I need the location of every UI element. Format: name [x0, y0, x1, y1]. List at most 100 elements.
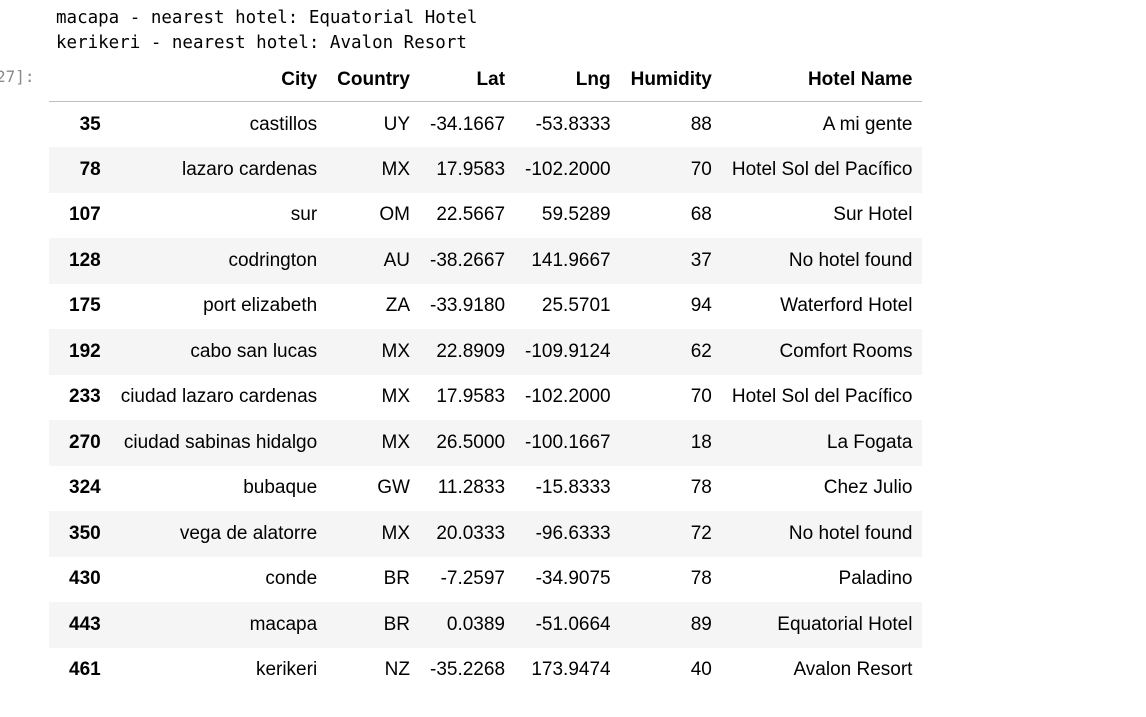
cell-hotel-name: No hotel found [788, 249, 913, 271]
row-index: 107 [69, 204, 101, 226]
cell-country: OM [379, 204, 410, 226]
cell-lat: 17.9583 [436, 158, 506, 180]
table-row: 350 vega de alatorre MX 20.0333 -96.6333 72 No… [49, 511, 923, 557]
row-index: 270 [69, 431, 101, 453]
cell-lng: -15.8333 [535, 477, 611, 499]
table-row: 233 ciudad lazaro cardenas MX 17.9583 -102.2… [49, 375, 922, 421]
cell-lat: -33.9180 [430, 295, 506, 317]
cell-city: sur [290, 204, 318, 226]
cell-humidity: 68 [690, 204, 712, 226]
cell-humidity: 37 [690, 249, 712, 271]
stdout-line: kerikeri - nearest hotel: Avalon Resort [56, 33, 467, 53]
cell-hotel-name: Waterford Hotel [780, 295, 913, 317]
cell-city: port elizabeth [203, 295, 318, 317]
row-index: 461 [69, 659, 101, 681]
cell-city: kerikeri [255, 659, 318, 681]
cell-country: ZA [385, 295, 410, 317]
cell-humidity: 89 [690, 613, 712, 635]
cell-lat: -35.2268 [430, 659, 506, 681]
cell-hotel-name: No hotel found [788, 522, 913, 544]
cell-lng: -34.9075 [535, 568, 611, 590]
table-row: 324 bubaque GW 11.2833 -15.8333 78 Chez Julio [49, 466, 922, 512]
cell-country: MX [381, 522, 411, 544]
cell-city: lazaro cardenas [181, 158, 318, 180]
cell-humidity: 62 [690, 340, 712, 362]
cell-city: conde [265, 568, 318, 590]
table-row: 128 codrington AU -38.2667 141.9667 37 No hote… [49, 238, 923, 284]
row-index: 78 [79, 158, 101, 180]
cell-city: codrington [228, 249, 318, 271]
column-header-humidity: Humidity [620, 58, 722, 102]
table-row: 78 lazaro cardenas MX 17.9583 -102.2000 70 Hot… [49, 147, 923, 193]
table-row: 192 cabo san lucas MX 22.8909 -109.9124 62 Com… [49, 329, 923, 375]
column-header-lng: Lng [515, 58, 621, 102]
cell-lat: -34.1667 [430, 113, 506, 135]
column-header-lat: Lat [420, 58, 516, 102]
table-row: 461 kerikeri NZ -35.2268 173.9474 40 Avalon Re… [49, 648, 922, 694]
cell-humidity: 94 [690, 295, 712, 317]
index-header [49, 58, 111, 102]
row-index: 175 [69, 295, 101, 317]
cell-lat: 0.0389 [446, 613, 506, 635]
cell-lng: 141.9667 [531, 249, 611, 271]
cell-country: UY [383, 113, 410, 135]
cell-hotel-name: Chez Julio [823, 477, 913, 499]
cell-city: bubaque [243, 477, 318, 499]
cell-lat: -38.2667 [430, 249, 506, 271]
cell-hotel-name: Paladino [838, 568, 913, 590]
cell-hotel-name: Avalon Resort [793, 659, 913, 681]
table-row: 270 ciudad sabinas hidalgo MX 26.5000 -100.1… [49, 420, 923, 466]
table-row: 35 castillos UY -34.1667 -53.8333 88 A mi gent… [49, 102, 922, 148]
cell-humidity: 88 [690, 113, 712, 135]
column-header-country: Country [327, 58, 420, 102]
cell-lat: -7.2597 [440, 568, 506, 590]
table-row: 107 sur OM 22.5667 59.5289 68 Sur Hotel [49, 193, 922, 239]
cell-lat: 26.5000 [436, 431, 506, 453]
cell-lng: 25.5701 [541, 295, 611, 317]
cell-city: ciudad sabinas hidalgo [123, 431, 318, 453]
cell-country: GW [377, 477, 410, 499]
cell-hotel-name: Sur Hotel [833, 204, 913, 226]
row-index: 350 [69, 522, 101, 544]
row-index: 233 [69, 386, 101, 408]
cell-humidity: 70 [690, 158, 712, 180]
row-index: 430 [69, 568, 101, 590]
header-row: City Country Lat Lng Humidity Hotel Name [49, 58, 923, 102]
cell-city: ciudad lazaro cardenas [120, 386, 318, 408]
cell-country: NZ [384, 659, 410, 681]
cell-lng: 173.9474 [531, 659, 611, 681]
cell-lat: 22.8909 [436, 340, 506, 362]
cell-city: castillos [249, 113, 318, 135]
cell-lat: 11.2833 [437, 477, 506, 499]
cell-lng: -51.0664 [535, 613, 611, 635]
cell-hotel-name: Hotel Sol del Pacífico [731, 158, 913, 180]
row-index: 128 [69, 249, 101, 271]
cell-hotel-name: Equatorial Hotel [777, 613, 913, 635]
cell-country: MX [381, 386, 411, 408]
cell-lng: -96.6333 [535, 522, 611, 544]
cell-humidity: 78 [690, 477, 712, 499]
cell-lat: 20.0333 [436, 522, 506, 544]
row-index: 324 [69, 477, 101, 499]
cell-hotel-name: La Fogata [826, 431, 913, 453]
cell-lng: -53.8333 [535, 113, 611, 135]
cell-city: cabo san lucas [190, 340, 318, 362]
cell-country: AU [383, 249, 410, 271]
cell-humidity: 18 [690, 431, 712, 453]
cell-lat: 17.9583 [436, 386, 506, 408]
cell-stdout: macapa - nearest hotel: Equatorial Hotel… [56, 6, 477, 56]
column-header-city: City [110, 58, 328, 102]
cell-country: MX [381, 431, 411, 453]
cell-lat: 22.5667 [436, 204, 506, 226]
cell-lng: -100.1667 [525, 431, 611, 453]
cell-lng: -102.2000 [525, 386, 611, 408]
cell-humidity: 72 [690, 522, 712, 544]
table-header: City Country Lat Lng Humidity Hotel Name [49, 58, 923, 102]
cell-hotel-name: A mi gente [822, 113, 913, 135]
cell-lng: 59.5289 [541, 204, 611, 226]
row-index: 443 [69, 613, 101, 635]
cell-lng: -102.2000 [525, 158, 611, 180]
cell-country: BR [383, 568, 410, 590]
table-row: 175 port elizabeth ZA -33.9180 25.5701 94 Wate… [49, 284, 922, 330]
table-body: 35 castillos UY -34.1667 -53.8333 88 A mi gent… [49, 102, 923, 694]
